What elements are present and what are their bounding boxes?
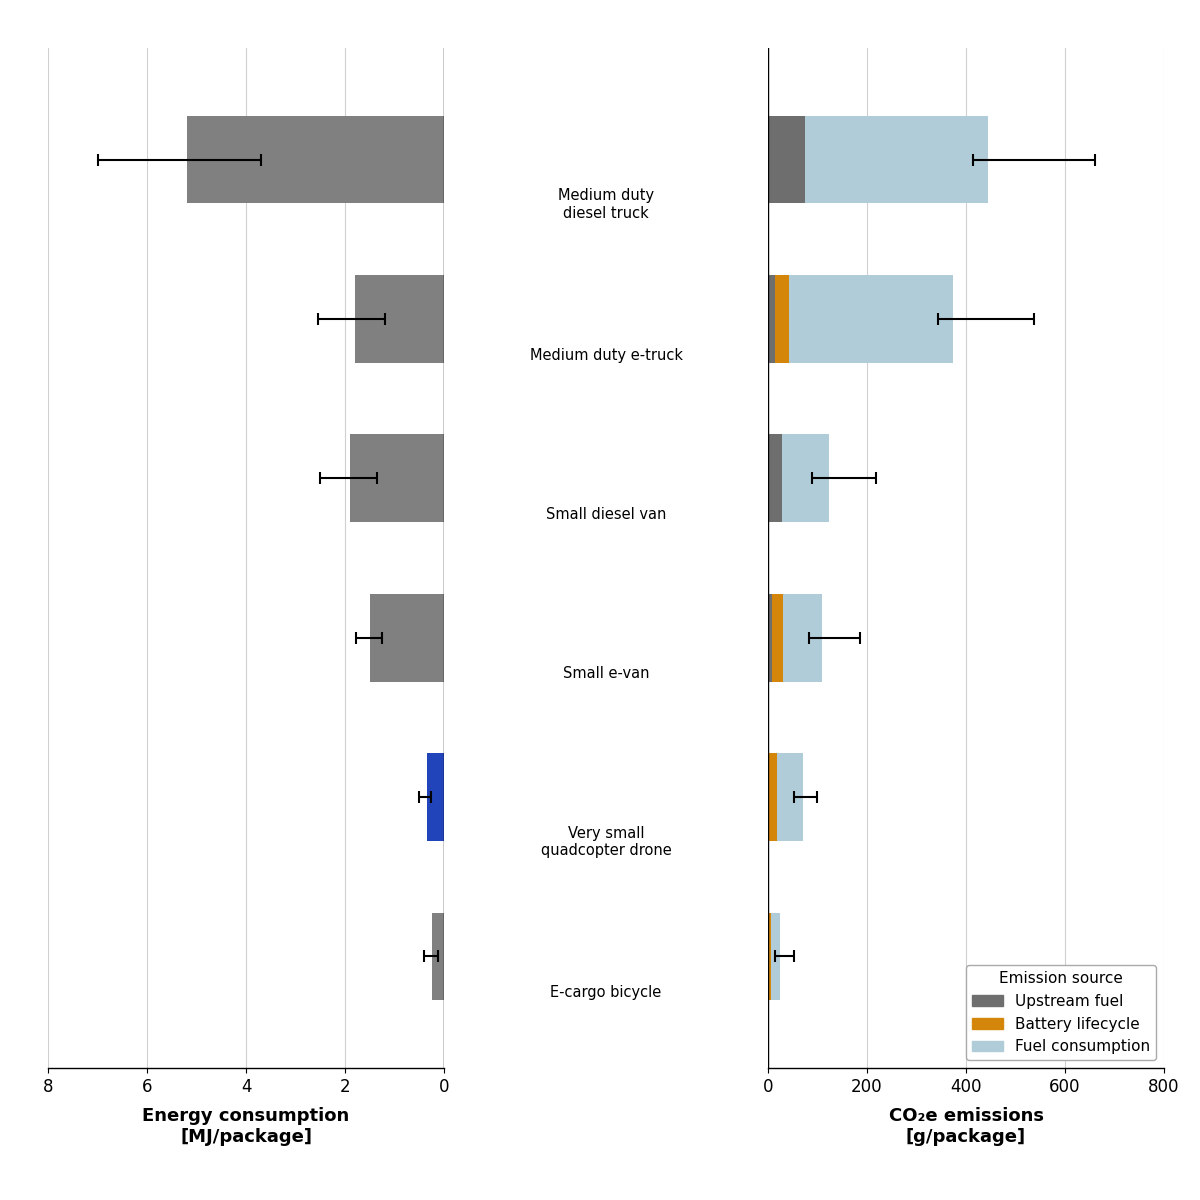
Bar xyxy=(432,913,444,1001)
Bar xyxy=(770,913,780,1001)
Bar xyxy=(370,594,444,682)
Bar xyxy=(776,754,803,841)
X-axis label: CO₂e emissions
[g/package]: CO₂e emissions [g/package] xyxy=(888,1106,1044,1146)
Bar xyxy=(768,434,782,522)
Text: Medium duty
diesel truck: Medium duty diesel truck xyxy=(558,188,654,221)
Bar xyxy=(768,754,776,841)
Bar xyxy=(772,594,782,682)
Bar xyxy=(782,594,822,682)
Text: E-cargo bicycle: E-cargo bicycle xyxy=(551,985,661,1000)
Bar xyxy=(427,754,444,841)
Bar xyxy=(768,275,775,362)
Text: Medium duty e-truck: Medium duty e-truck xyxy=(529,348,683,362)
Bar xyxy=(775,275,790,362)
Text: Very small
quadcopter drone: Very small quadcopter drone xyxy=(541,826,671,858)
Bar xyxy=(350,434,444,522)
Bar xyxy=(768,594,772,682)
Bar xyxy=(355,275,444,362)
Legend: Upstream fuel, Battery lifecycle, Fuel consumption: Upstream fuel, Battery lifecycle, Fuel c… xyxy=(966,965,1157,1061)
Bar xyxy=(805,115,989,203)
Bar xyxy=(790,275,953,362)
Bar xyxy=(768,115,805,203)
Text: Small e-van: Small e-van xyxy=(563,666,649,682)
Bar xyxy=(768,913,770,1001)
X-axis label: Energy consumption
[MJ/package]: Energy consumption [MJ/package] xyxy=(143,1106,349,1146)
Text: Small diesel van: Small diesel van xyxy=(546,506,666,522)
Bar xyxy=(186,115,444,203)
Bar xyxy=(782,434,829,522)
